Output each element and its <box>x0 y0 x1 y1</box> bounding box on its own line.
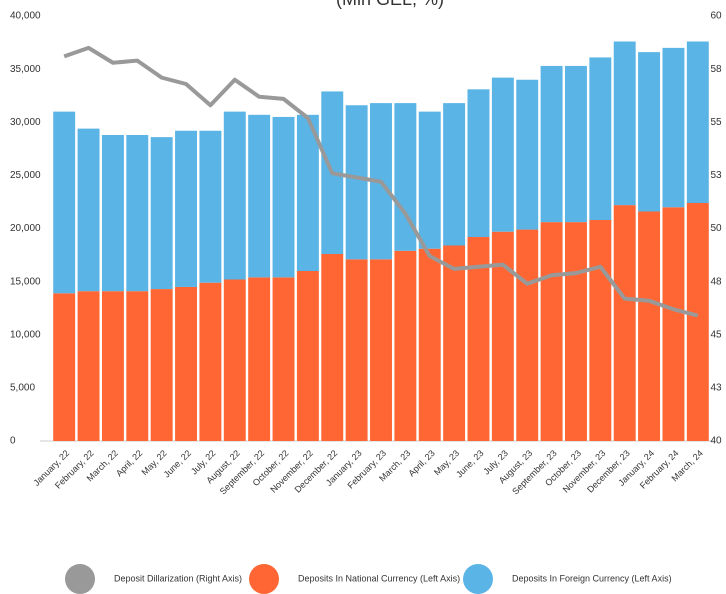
x-tick-label: April, 22 <box>114 448 144 478</box>
bar <box>662 47 685 208</box>
bar <box>248 277 271 441</box>
bar <box>101 135 124 292</box>
y-tick-label: 15,000 <box>10 276 41 287</box>
bar <box>418 248 441 441</box>
bar <box>491 77 514 232</box>
bar <box>613 41 636 206</box>
y-tick-label: 40,000 <box>10 11 41 22</box>
bar <box>491 231 514 441</box>
bar <box>686 41 709 203</box>
legend-swatch <box>65 564 95 594</box>
legend-label: Deposits In National Currency (Left Axis… <box>298 573 460 583</box>
bar <box>443 245 466 441</box>
bar <box>150 137 173 290</box>
bar <box>418 111 441 249</box>
bar <box>540 222 563 441</box>
line <box>63 45 699 318</box>
y2-tick-label: 48 <box>710 276 722 287</box>
y2-tick-label: 58 <box>710 64 722 75</box>
bar <box>272 277 295 441</box>
bar <box>199 282 222 441</box>
bar <box>101 291 124 441</box>
bar <box>467 237 490 441</box>
bar <box>394 250 417 441</box>
y2-tick-label: 45 <box>710 329 722 340</box>
bar <box>589 220 612 441</box>
y-tick-label: 0 <box>10 436 16 447</box>
bar <box>345 105 368 260</box>
bar <box>248 114 271 278</box>
y-tick-label: 5,000 <box>10 383 35 394</box>
bar <box>589 57 612 220</box>
bar <box>638 211 661 441</box>
bar <box>272 116 295 278</box>
y2-tick-label: 43 <box>710 383 722 394</box>
bar <box>53 111 76 294</box>
bar <box>467 89 490 237</box>
bar <box>564 222 587 441</box>
y-tick-label: 25,000 <box>10 170 41 181</box>
y2-tick-label: 53 <box>710 170 722 181</box>
bar <box>126 291 149 441</box>
bar <box>199 130 222 283</box>
bar <box>296 271 319 441</box>
x-tick-label: April, 23 <box>406 448 436 478</box>
y-tick-label: 35,000 <box>10 64 41 75</box>
y2-tick-label: 60 <box>710 11 722 22</box>
bar <box>370 259 392 441</box>
y-tick-label: 30,000 <box>10 117 41 128</box>
chart-title: (Mln GEL, %) <box>336 0 444 9</box>
bar <box>394 103 417 251</box>
bar <box>443 103 466 246</box>
legend-label: Deposits In Foreign Currency (Left Axis) <box>512 573 672 583</box>
legend-swatch <box>463 564 493 594</box>
bar <box>150 289 173 441</box>
bar <box>345 259 368 441</box>
bar <box>223 279 246 441</box>
bar <box>564 65 587 223</box>
y-tick-label: 10,000 <box>10 329 41 340</box>
bar <box>638 52 661 212</box>
bar <box>53 293 76 441</box>
bar <box>540 65 563 223</box>
bar <box>175 130 198 287</box>
y2-tick-label: 55 <box>710 117 722 128</box>
y2-tick-label: 40 <box>710 436 722 447</box>
bar <box>77 291 100 441</box>
y-tick-label: 20,000 <box>10 223 41 234</box>
bar <box>613 205 636 441</box>
bar <box>662 207 685 441</box>
bar <box>175 286 198 441</box>
bar <box>516 229 539 441</box>
bar <box>321 254 344 441</box>
bar <box>686 203 709 441</box>
legend-label: Deposit Dillarization (Right Axis) <box>114 573 242 583</box>
bar <box>223 111 246 280</box>
bar <box>126 135 149 292</box>
y2-tick-label: 50 <box>710 223 722 234</box>
bar <box>516 79 539 230</box>
legend-swatch <box>249 564 279 594</box>
bar <box>77 128 100 292</box>
bar <box>296 114 319 271</box>
